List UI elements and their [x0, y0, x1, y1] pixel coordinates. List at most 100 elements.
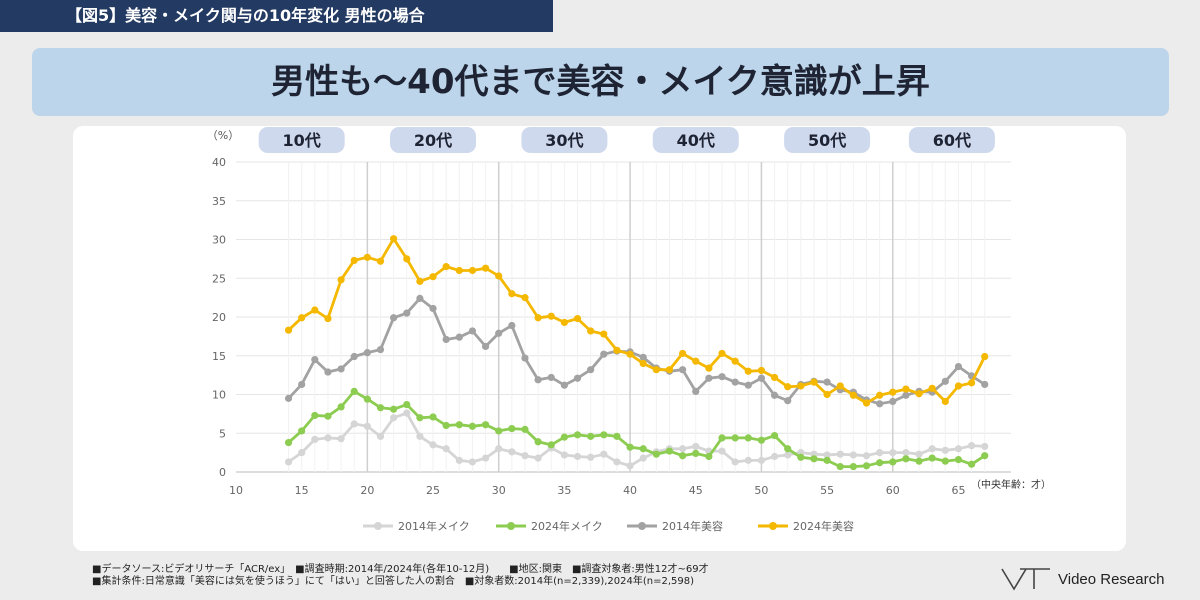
data-point	[967, 442, 976, 450]
data-point	[508, 425, 516, 433]
legend-label: 2024年メイク	[531, 519, 603, 533]
brand: Video Research	[1000, 565, 1164, 593]
data-point	[600, 330, 608, 338]
data-point	[587, 366, 595, 374]
data-point	[416, 414, 424, 422]
data-point	[547, 312, 555, 320]
data-point	[534, 454, 542, 462]
data-point	[363, 349, 371, 357]
data-point	[403, 309, 411, 317]
x-tick-label: 15	[295, 484, 309, 497]
data-point	[416, 277, 424, 285]
data-point	[639, 445, 647, 453]
data-point	[600, 350, 608, 358]
data-point	[534, 376, 542, 384]
data-point	[876, 391, 884, 399]
data-point	[915, 457, 923, 465]
data-point	[390, 414, 398, 422]
data-point	[928, 454, 936, 462]
data-point	[862, 462, 871, 470]
legend-marker	[638, 522, 646, 530]
data-point	[311, 356, 319, 364]
data-point	[573, 431, 582, 439]
data-point	[731, 434, 739, 442]
data-point	[731, 357, 739, 365]
x-axis-label: （中央年齢：才）	[971, 478, 1051, 491]
data-point	[862, 452, 871, 460]
data-point	[376, 345, 385, 354]
data-point	[350, 420, 358, 428]
data-point	[626, 350, 634, 358]
data-point	[744, 456, 752, 464]
data-point	[692, 387, 700, 395]
data-point	[311, 435, 319, 444]
data-point	[757, 436, 766, 444]
series-line	[287, 296, 986, 406]
data-point	[744, 434, 752, 442]
data-point	[298, 449, 306, 457]
data-point	[442, 445, 450, 453]
data-point	[757, 366, 766, 375]
legend-marker	[374, 522, 382, 530]
data-point	[718, 434, 726, 442]
data-point	[481, 454, 490, 462]
data-point	[311, 411, 319, 420]
data-point	[587, 453, 595, 461]
data-point	[613, 346, 621, 354]
data-point	[705, 452, 713, 461]
data-point	[981, 380, 989, 389]
data-point	[350, 256, 358, 265]
data-point	[876, 459, 884, 467]
data-point	[521, 294, 529, 302]
source-line-1: ■データソース:ビデオリサーチ「ACR/ex」 ■調査時期:2014年/2024…	[92, 564, 709, 575]
data-point	[941, 446, 949, 454]
vr-logo-icon	[1001, 568, 1050, 591]
data-point	[692, 357, 700, 365]
data-point	[902, 385, 910, 393]
data-point	[337, 365, 345, 373]
data-point	[600, 431, 608, 439]
data-point	[797, 382, 805, 390]
data-point	[915, 390, 923, 398]
data-point	[718, 447, 726, 455]
data-point	[481, 342, 490, 351]
x-tick-label: 10	[229, 484, 243, 497]
data-point	[692, 442, 700, 451]
data-point	[744, 381, 752, 389]
group-header-label: 20代	[414, 131, 452, 150]
data-point	[849, 391, 857, 399]
data-point	[639, 454, 647, 462]
data-point	[902, 455, 910, 463]
data-point	[928, 384, 936, 392]
data-point	[416, 294, 424, 302]
group-header-label: 10代	[283, 131, 321, 150]
data-point	[981, 352, 989, 361]
data-point	[889, 388, 897, 396]
data-point	[455, 266, 463, 275]
brand-name: Video Research	[1058, 570, 1165, 588]
data-point	[823, 378, 831, 386]
data-point	[810, 378, 818, 386]
data-point	[350, 387, 358, 395]
data-point	[941, 397, 949, 406]
data-point	[547, 441, 555, 449]
x-tick-label: 25	[426, 484, 440, 497]
data-point	[495, 329, 503, 337]
data-point	[284, 394, 293, 402]
data-point	[376, 257, 385, 265]
data-point	[902, 449, 910, 457]
x-tick-label: 50	[754, 484, 768, 497]
data-point	[718, 349, 726, 358]
data-point	[560, 318, 568, 327]
data-point	[876, 449, 884, 457]
source-line-2: ■集計条件:日常意識「美容には気を使うほう」にて「はい」と回答した人の割合 ■対…	[92, 576, 695, 587]
group-header-pill	[521, 127, 608, 153]
data-point	[928, 445, 936, 453]
data-point	[455, 421, 463, 429]
group-header-pill	[908, 127, 995, 153]
data-point	[403, 409, 411, 417]
data-point	[324, 434, 332, 442]
data-point	[429, 273, 437, 281]
data-point	[718, 373, 726, 381]
data-point	[823, 456, 831, 464]
